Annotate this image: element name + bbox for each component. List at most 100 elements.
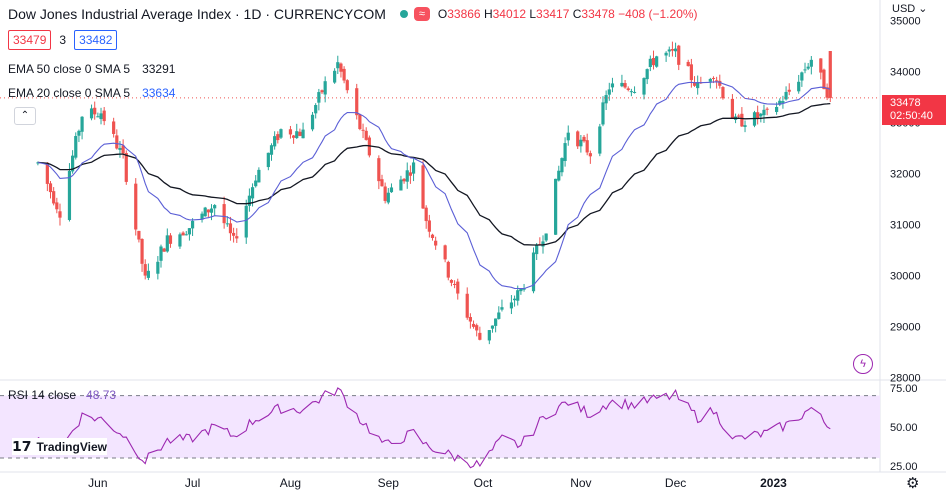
candle[interactable] (576, 130, 580, 149)
candle[interactable] (355, 83, 359, 120)
candle[interactable] (48, 181, 53, 199)
candle[interactable] (320, 89, 324, 94)
candle[interactable] (825, 83, 829, 101)
candle[interactable] (696, 75, 700, 95)
candle[interactable] (358, 113, 362, 131)
candle[interactable] (159, 244, 163, 268)
candle[interactable] (715, 76, 719, 89)
candle[interactable] (446, 260, 450, 281)
candle[interactable] (386, 188, 390, 205)
candle[interactable] (430, 233, 435, 241)
candle[interactable] (585, 133, 589, 156)
candle[interactable] (361, 123, 365, 139)
candle[interactable] (535, 242, 539, 260)
candle[interactable] (323, 76, 327, 103)
collapse-legend-button[interactable]: ⌃ (14, 107, 36, 125)
candle[interactable] (96, 112, 100, 118)
candle[interactable] (165, 228, 169, 253)
candle[interactable] (279, 128, 283, 139)
candle[interactable] (737, 113, 741, 118)
candle[interactable] (190, 218, 195, 237)
candle[interactable] (291, 135, 296, 144)
candle[interactable] (740, 107, 744, 127)
candle[interactable] (168, 233, 173, 248)
candle[interactable] (718, 74, 722, 89)
candle[interactable] (490, 325, 495, 333)
candle[interactable] (389, 183, 394, 193)
candle[interactable] (222, 196, 226, 229)
candle[interactable] (178, 232, 182, 249)
candle[interactable] (598, 123, 602, 157)
candle[interactable] (364, 127, 368, 141)
candle[interactable] (345, 79, 349, 94)
candle[interactable] (137, 230, 141, 243)
candle[interactable] (156, 256, 160, 280)
candle[interactable] (203, 206, 207, 217)
candle[interactable] (664, 51, 668, 62)
candle[interactable] (298, 128, 302, 137)
candle[interactable] (509, 295, 514, 315)
candle[interactable] (93, 101, 97, 120)
candle[interactable] (686, 59, 690, 67)
candle[interactable] (648, 55, 652, 72)
indicator-ema20[interactable]: EMA 20 close 0 SMA 5 33634 (8, 86, 175, 100)
candle[interactable] (642, 77, 646, 100)
candle[interactable] (314, 103, 318, 119)
candle[interactable] (124, 150, 128, 185)
candle[interactable] (756, 105, 760, 125)
candle[interactable] (604, 90, 608, 110)
candle[interactable] (336, 55, 340, 75)
candle[interactable] (809, 56, 813, 75)
candle[interactable] (273, 131, 277, 150)
candle[interactable] (689, 58, 693, 88)
candle[interactable] (310, 111, 315, 132)
candle[interactable] (301, 122, 305, 139)
candle[interactable] (187, 228, 192, 241)
candle[interactable] (626, 86, 630, 92)
candle[interactable] (102, 107, 106, 126)
candle[interactable] (342, 66, 346, 84)
candle[interactable] (632, 86, 637, 94)
candle[interactable] (828, 51, 832, 103)
candle[interactable] (781, 95, 785, 109)
candle[interactable] (434, 236, 438, 250)
candle[interactable] (544, 233, 548, 242)
candle[interactable] (500, 299, 504, 312)
candle[interactable] (582, 135, 586, 143)
candle[interactable] (554, 178, 558, 235)
candle[interactable] (288, 125, 293, 139)
candle[interactable] (677, 44, 681, 71)
candle[interactable] (225, 216, 229, 227)
gear-icon[interactable]: ⚙ (906, 475, 920, 492)
candle[interactable] (465, 287, 469, 320)
candle[interactable] (380, 174, 384, 187)
candle[interactable] (146, 263, 150, 281)
candle[interactable] (427, 214, 431, 238)
candle[interactable] (478, 326, 482, 341)
candle[interactable] (800, 71, 804, 87)
candle[interactable] (424, 205, 428, 229)
ask-price[interactable]: 33482 (74, 30, 118, 50)
candle[interactable] (803, 62, 807, 74)
candle[interactable] (74, 132, 78, 160)
candle[interactable] (143, 259, 147, 280)
candle[interactable] (247, 188, 251, 212)
candle[interactable] (601, 96, 605, 127)
candle[interactable] (209, 204, 214, 221)
candle[interactable] (579, 134, 583, 153)
candle[interactable] (134, 178, 138, 236)
candle[interactable] (456, 278, 460, 300)
candle[interactable] (512, 295, 517, 307)
tradingview-logo[interactable]: 𝟭𝟳 TradingView (12, 438, 107, 455)
candle[interactable] (806, 63, 810, 71)
indicator-ema50[interactable]: EMA 50 close 0 SMA 5 33291 (8, 62, 175, 76)
candle[interactable] (623, 80, 627, 89)
candle[interactable] (121, 139, 125, 159)
candle[interactable] (89, 104, 94, 121)
candle[interactable] (667, 46, 671, 57)
candle[interactable] (257, 167, 261, 183)
candle[interactable] (708, 77, 712, 89)
candle[interactable] (721, 86, 725, 100)
candle[interactable] (475, 323, 479, 337)
